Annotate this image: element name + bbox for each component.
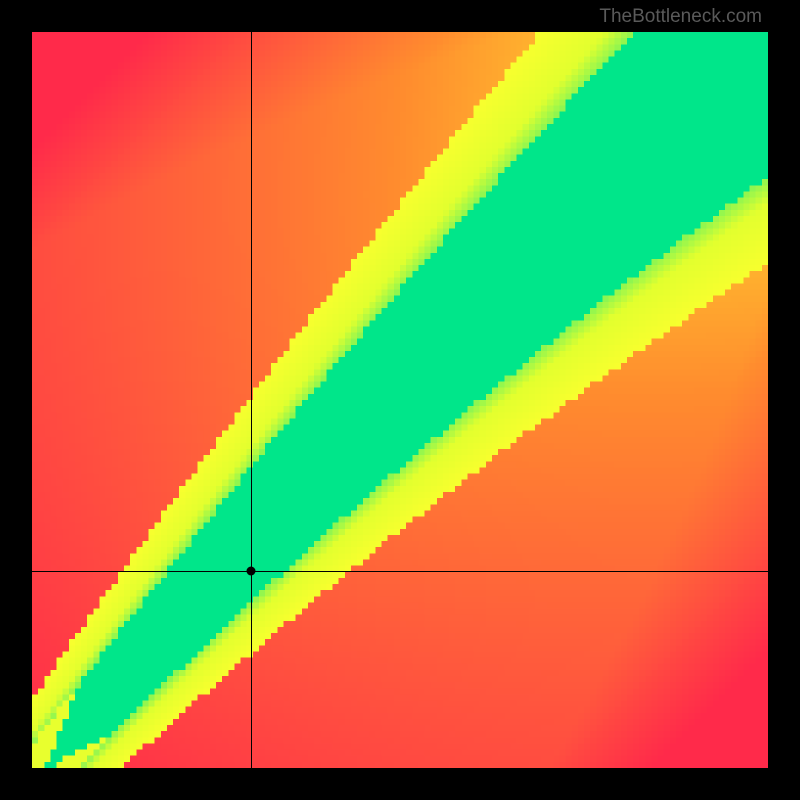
- heatmap-plot: [32, 32, 768, 768]
- crosshair-horizontal: [32, 571, 768, 572]
- watermark-text: TheBottleneck.com: [599, 6, 762, 28]
- crosshair-vertical: [251, 32, 252, 768]
- heatmap-canvas: [32, 32, 768, 768]
- marker-dot: [246, 566, 255, 575]
